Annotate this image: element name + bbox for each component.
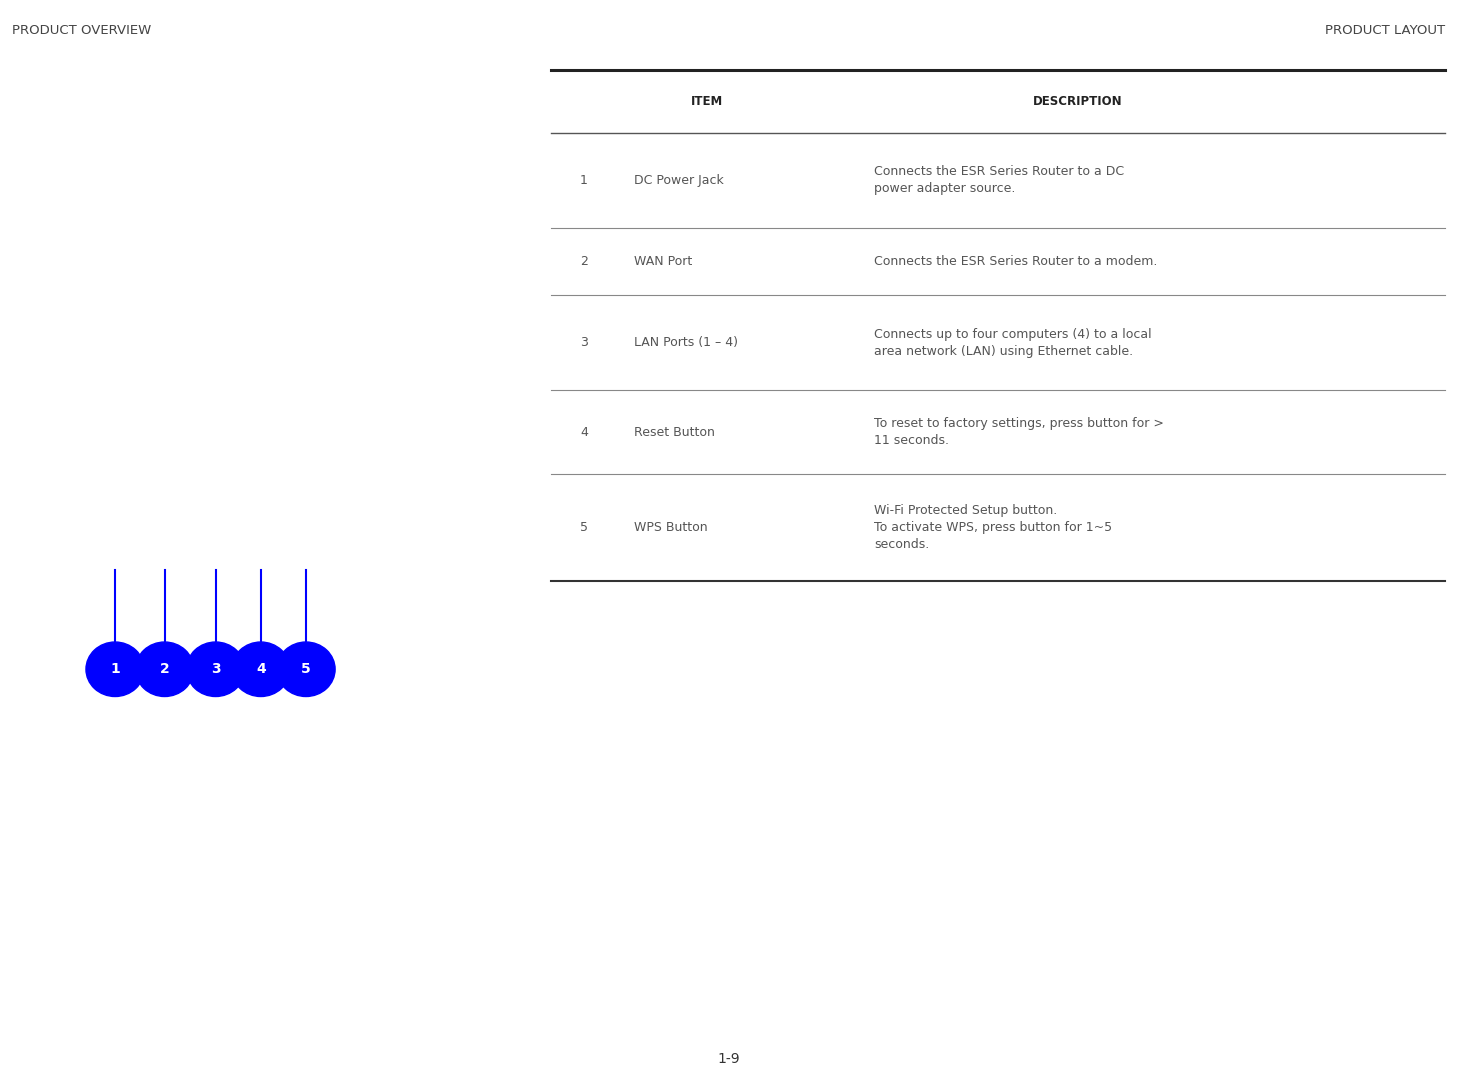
Text: LAN Ports (1 – 4): LAN Ports (1 – 4) xyxy=(634,337,737,349)
Text: PRODUCT OVERVIEW: PRODUCT OVERVIEW xyxy=(12,24,152,37)
Ellipse shape xyxy=(277,642,335,697)
Ellipse shape xyxy=(136,642,194,697)
Text: DESCRIPTION: DESCRIPTION xyxy=(1033,95,1123,108)
Text: Connects up to four computers (4) to a local
area network (LAN) using Ethernet c: Connects up to four computers (4) to a l… xyxy=(874,328,1152,358)
Ellipse shape xyxy=(86,642,144,697)
Text: To reset to factory settings, press button for >
11 seconds.: To reset to factory settings, press butt… xyxy=(874,417,1164,447)
Ellipse shape xyxy=(232,642,290,697)
Text: 4: 4 xyxy=(256,663,265,676)
Text: ITEM: ITEM xyxy=(691,95,723,108)
Text: Connects the ESR Series Router to a modem.: Connects the ESR Series Router to a mode… xyxy=(874,255,1157,268)
Text: Connects the ESR Series Router to a DC
power adapter source.: Connects the ESR Series Router to a DC p… xyxy=(874,166,1125,195)
Text: 5: 5 xyxy=(302,663,310,676)
Text: Reset Button: Reset Button xyxy=(634,426,715,438)
Text: PRODUCT LAYOUT: PRODUCT LAYOUT xyxy=(1326,24,1445,37)
Text: 1: 1 xyxy=(111,663,119,676)
Text: 4: 4 xyxy=(580,426,587,438)
Ellipse shape xyxy=(186,642,245,697)
Text: WAN Port: WAN Port xyxy=(634,255,692,268)
Text: WPS Button: WPS Button xyxy=(634,521,708,534)
Text: 5: 5 xyxy=(580,521,587,534)
Text: 1: 1 xyxy=(580,174,587,186)
Text: 3: 3 xyxy=(211,663,220,676)
Text: DC Power Jack: DC Power Jack xyxy=(634,174,724,186)
Text: 2: 2 xyxy=(160,663,169,676)
Text: 2: 2 xyxy=(580,255,587,268)
Text: 3: 3 xyxy=(580,337,587,349)
Text: 1-9: 1-9 xyxy=(717,1052,740,1066)
Text: Wi-Fi Protected Setup button.
To activate WPS, press button for 1~5
seconds.: Wi-Fi Protected Setup button. To activat… xyxy=(874,504,1112,552)
